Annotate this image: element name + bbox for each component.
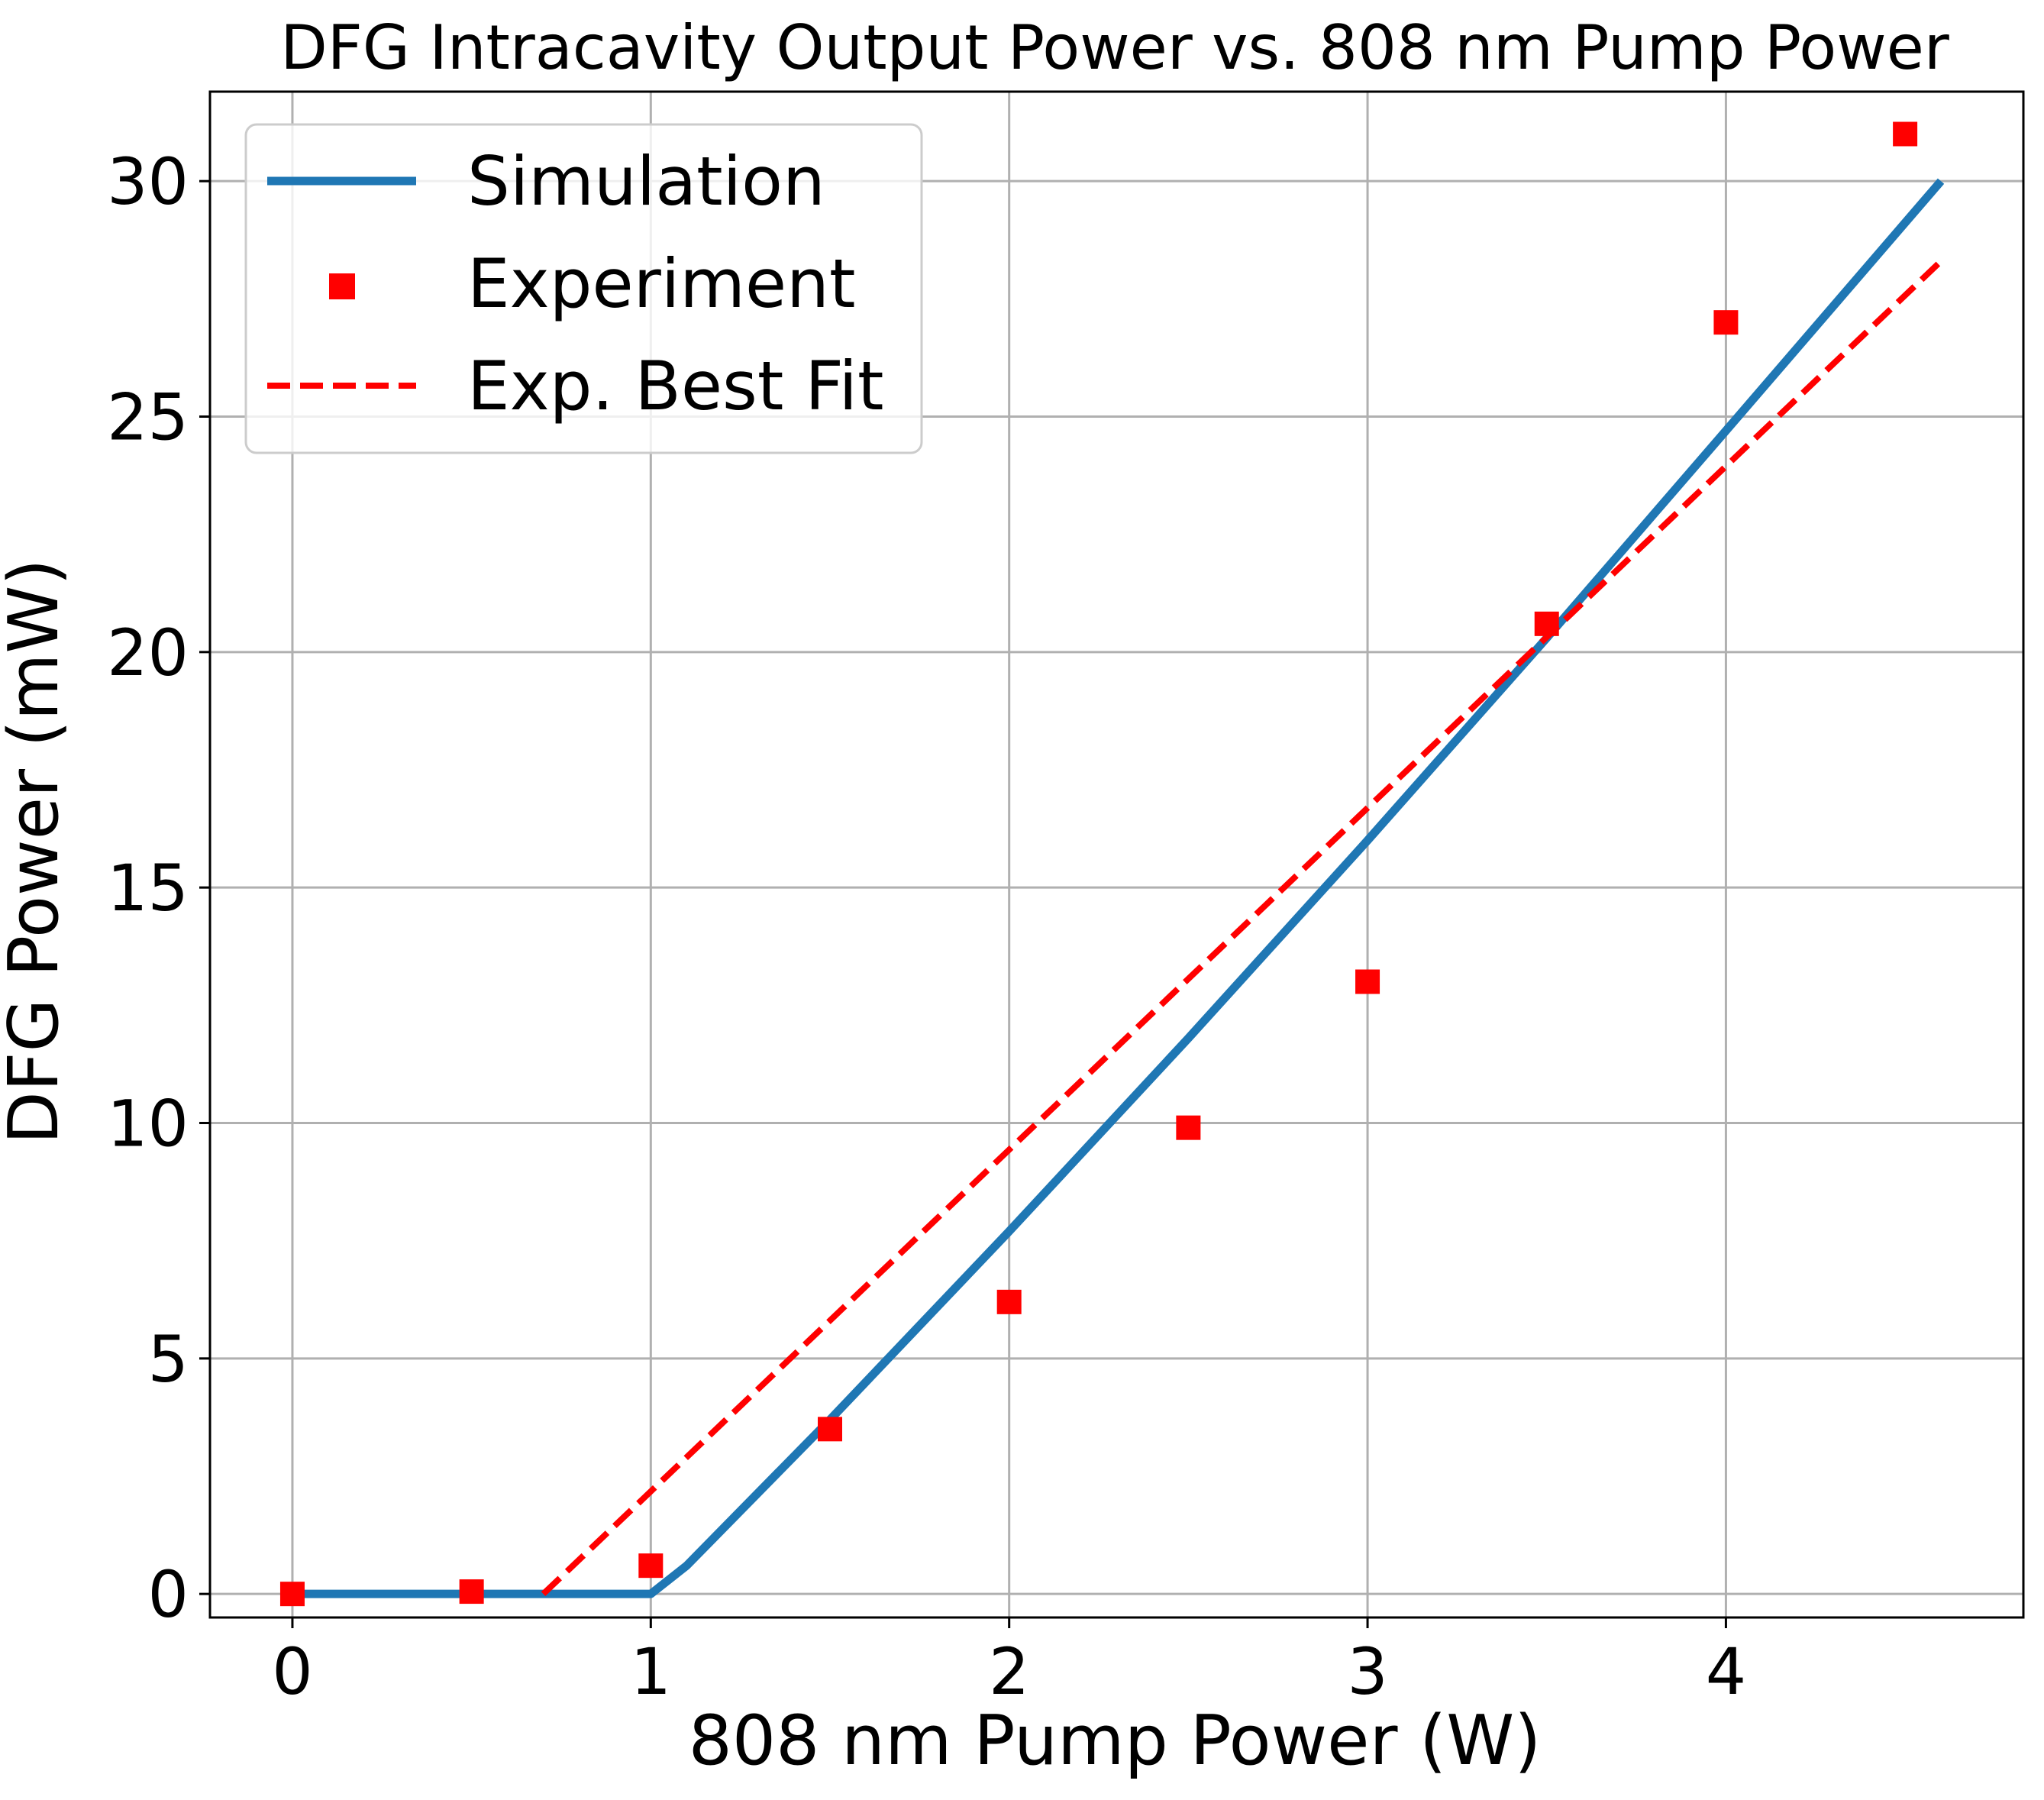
plot-frame (208, 90, 2025, 1619)
x-tick-label: 0 (272, 1634, 312, 1709)
x-tick-label: 2 (989, 1634, 1029, 1709)
experiment-point (638, 1553, 664, 1579)
legend-swatch-experiment (329, 273, 355, 299)
legend-label-simulation: Simulation (467, 142, 825, 221)
x-tick-label: 4 (1706, 1634, 1746, 1709)
experiment-point (996, 1289, 1022, 1314)
experiment-point (1534, 611, 1559, 636)
y-tick-label: 0 (148, 1557, 189, 1632)
experiment-point (1713, 310, 1739, 335)
experiment-point (1893, 121, 1918, 147)
x-tick-label: 1 (631, 1634, 671, 1709)
legend-box (244, 123, 923, 454)
x-axis-label: 808 nm Pump Power (W) (689, 1701, 1542, 1781)
experiment-point (279, 1582, 305, 1607)
experiment-point (818, 1417, 843, 1442)
x-tick-label: 3 (1347, 1634, 1387, 1709)
simulation-line (292, 178, 1945, 1598)
y-axis-label: DFG Power (mW) (0, 558, 74, 1144)
legend: Simulation Experiment Exp. Best Fit (244, 123, 923, 454)
experiment-point (459, 1579, 484, 1604)
y-tick-label: 25 (107, 380, 189, 455)
chart-title: DFG Intracavity Output Power vs. 808 nm … (280, 12, 1949, 83)
y-tick-label: 20 (107, 616, 189, 690)
y-tick-label: 10 (107, 1087, 189, 1162)
experiment-point (1355, 969, 1380, 994)
experiment-point (1176, 1115, 1201, 1140)
y-tick-label: 15 (107, 851, 189, 926)
y-tick-label: 5 (148, 1322, 189, 1397)
plot-series (279, 121, 1945, 1607)
axis-ticks: 0 1 2 3 4 0 5 10 15 20 25 30 (107, 144, 1746, 1709)
grid (210, 92, 2023, 1617)
legend-label-experiment: Experiment (467, 244, 855, 323)
y-tick-label: 30 (107, 144, 189, 219)
legend-label-best-fit: Exp. Best Fit (467, 347, 884, 425)
best-fit-line (541, 259, 1943, 1597)
